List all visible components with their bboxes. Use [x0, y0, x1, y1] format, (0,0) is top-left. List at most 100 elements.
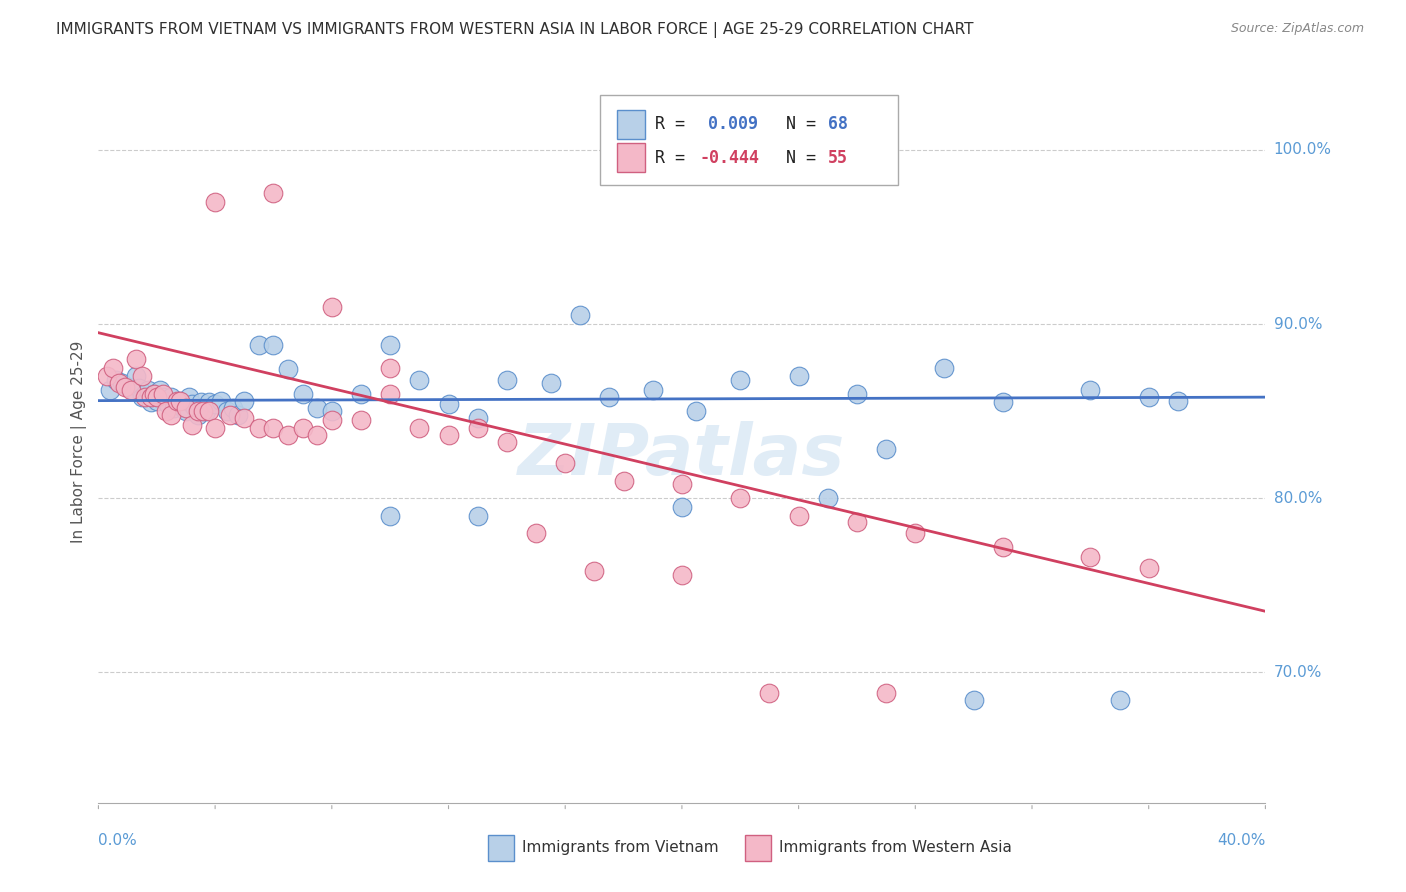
Point [111, 376, 134, 391]
Point [350, 386, 373, 401]
Text: N =: N = [766, 115, 825, 133]
Point [195, 404, 218, 418]
Point [180, 397, 202, 411]
Point [277, 362, 299, 376]
Point [467, 421, 489, 435]
Point [291, 386, 314, 401]
Text: ZIPatlas: ZIPatlas [519, 422, 845, 491]
Point [215, 404, 238, 418]
Point [187, 404, 209, 418]
Point [166, 397, 188, 411]
Point [307, 428, 329, 442]
Point [1167, 393, 1189, 408]
Point [496, 373, 519, 387]
Point [846, 516, 869, 530]
Point [190, 395, 212, 409]
Point [641, 383, 664, 397]
Point [177, 390, 200, 404]
Point [101, 360, 124, 375]
Point [787, 508, 810, 523]
Point [540, 376, 562, 391]
Point [155, 393, 177, 408]
Point [467, 508, 489, 523]
Point [104, 373, 127, 387]
Point [730, 491, 752, 505]
Point [554, 456, 576, 470]
Point [380, 508, 402, 523]
Text: 68: 68 [828, 115, 848, 133]
Text: 90.0%: 90.0% [1274, 317, 1322, 332]
Point [142, 386, 165, 401]
Text: 55: 55 [828, 149, 848, 167]
Point [204, 397, 226, 411]
Point [787, 369, 810, 384]
Point [146, 390, 169, 404]
Point [437, 428, 460, 442]
Point [139, 390, 162, 404]
Point [122, 383, 145, 397]
Point [262, 186, 284, 201]
Point [152, 390, 174, 404]
Point [1137, 561, 1160, 575]
Point [321, 404, 343, 418]
Point [198, 404, 221, 418]
Text: 70.0%: 70.0% [1274, 665, 1322, 680]
Point [174, 404, 197, 418]
Point [612, 474, 634, 488]
Point [174, 401, 197, 415]
Point [568, 308, 591, 322]
Point [671, 500, 693, 514]
Point [131, 369, 153, 384]
Text: R =: R = [655, 115, 704, 133]
Point [160, 390, 183, 404]
Point [1108, 693, 1130, 707]
Point [307, 401, 329, 415]
Point [193, 404, 215, 418]
Point [408, 373, 430, 387]
Point [169, 393, 191, 408]
Point [875, 686, 897, 700]
Point [204, 195, 226, 210]
Point [758, 686, 780, 700]
Point [437, 397, 460, 411]
Y-axis label: In Labor Force | Age 25-29: In Labor Force | Age 25-29 [72, 341, 87, 542]
Point [583, 564, 606, 578]
Point [904, 525, 927, 540]
Point [146, 393, 169, 408]
Point [209, 393, 232, 408]
Point [117, 380, 139, 394]
Point [934, 360, 956, 375]
Text: 40.0%: 40.0% [1218, 833, 1265, 848]
Text: R =: R = [655, 149, 695, 167]
Point [962, 693, 984, 707]
Point [163, 401, 186, 415]
Point [120, 383, 142, 397]
Point [218, 408, 240, 422]
Point [262, 421, 284, 435]
Text: -0.444: -0.444 [699, 149, 759, 167]
Point [149, 383, 172, 397]
Point [136, 383, 159, 397]
Point [114, 380, 136, 394]
Point [730, 373, 752, 387]
Point [321, 413, 343, 427]
Point [1080, 550, 1102, 565]
Point [125, 351, 148, 366]
Point [108, 376, 131, 391]
Point [1137, 390, 1160, 404]
Point [291, 421, 314, 435]
Point [125, 369, 148, 384]
FancyBboxPatch shape [617, 110, 644, 139]
Point [166, 393, 188, 408]
Point [157, 397, 180, 411]
FancyBboxPatch shape [600, 95, 898, 185]
Text: IMMIGRANTS FROM VIETNAM VS IMMIGRANTS FROM WESTERN ASIA IN LABOR FORCE | AGE 25-: IMMIGRANTS FROM VIETNAM VS IMMIGRANTS FR… [56, 22, 974, 38]
Point [142, 386, 165, 401]
Point [846, 386, 869, 401]
Point [131, 390, 153, 404]
Point [817, 491, 839, 505]
Point [221, 401, 243, 415]
Text: Source: ZipAtlas.com: Source: ZipAtlas.com [1230, 22, 1364, 36]
Point [380, 360, 402, 375]
Point [180, 417, 202, 432]
